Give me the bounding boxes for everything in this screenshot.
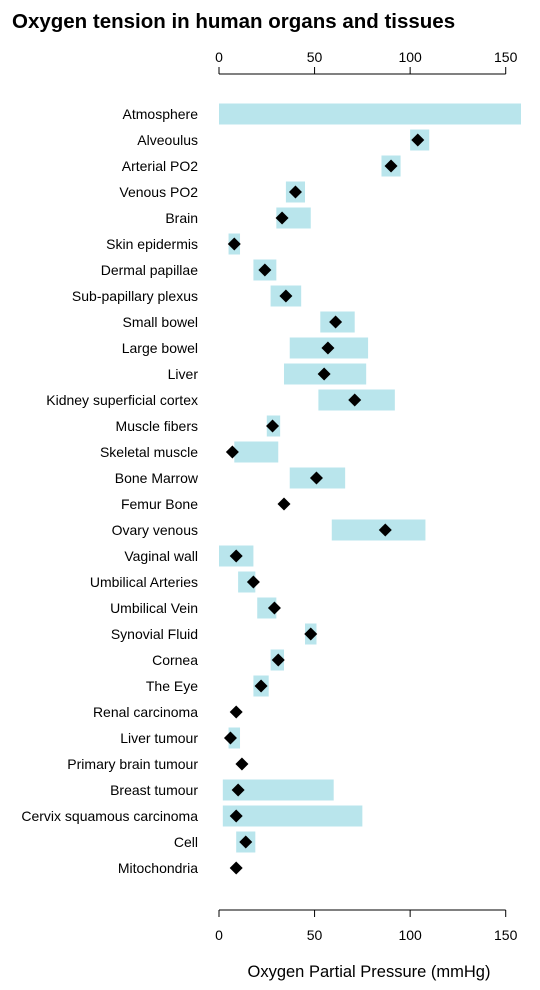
category-label: Primary brain tumour (67, 756, 198, 772)
category-label: Alveoulus (137, 132, 198, 148)
category-label: Umbilical Arteries (90, 574, 198, 590)
category-label: The Eye (146, 678, 198, 694)
category-label: Liver tumour (120, 730, 198, 746)
x-tick-label-top: 100 (398, 49, 422, 65)
category-label: Skeletal muscle (100, 444, 198, 460)
range-bar (223, 806, 363, 827)
category-label: Skin epidermis (106, 236, 198, 252)
x-tick-label-bottom: 50 (307, 927, 323, 943)
category-label: Cervix squamous carcinoma (21, 808, 198, 824)
x-tick-label-top: 50 (307, 49, 323, 65)
x-tick-label-bottom: 0 (215, 927, 223, 943)
category-label: Brain (165, 210, 198, 226)
category-label: Mitochondria (118, 860, 198, 876)
category-label: Venous PO2 (119, 184, 198, 200)
data-point (277, 498, 290, 511)
category-label: Cornea (152, 652, 198, 668)
category-label: Ovary venous (112, 522, 198, 538)
x-axis-label: Oxygen Partial Pressure (mmHg) (248, 963, 491, 981)
data-point (235, 758, 248, 771)
category-label: Breast tumour (110, 782, 198, 798)
category-label: Cell (174, 834, 198, 850)
category-label: Bone Marrow (115, 470, 199, 486)
range-bar (234, 442, 278, 463)
category-label: Kidney superficial cortex (46, 392, 198, 408)
x-tick-label-top: 0 (215, 49, 223, 65)
range-bar (219, 104, 521, 125)
category-label: Umbilical Vein (110, 600, 198, 616)
data-point (230, 706, 243, 719)
category-label: Arterial PO2 (122, 158, 198, 174)
category-label: Large bowel (122, 340, 198, 356)
category-label: Liver (168, 366, 199, 382)
x-tick-label-bottom: 100 (398, 927, 422, 943)
category-label: Synovial Fluid (111, 626, 198, 642)
category-label: Atmosphere (123, 106, 199, 122)
category-label: Femur Bone (121, 496, 198, 512)
category-label: Vaginal wall (124, 548, 198, 564)
category-label: Renal carcinoma (93, 704, 198, 720)
x-tick-label-bottom: 150 (494, 927, 518, 943)
category-label: Sub-papillary plexus (72, 288, 198, 304)
category-label: Small bowel (123, 314, 198, 330)
range-bar (332, 520, 426, 541)
category-label: Dermal papillae (101, 262, 198, 278)
data-point (230, 862, 243, 875)
category-label: Muscle fibers (116, 418, 198, 434)
x-tick-label-top: 150 (494, 49, 518, 65)
